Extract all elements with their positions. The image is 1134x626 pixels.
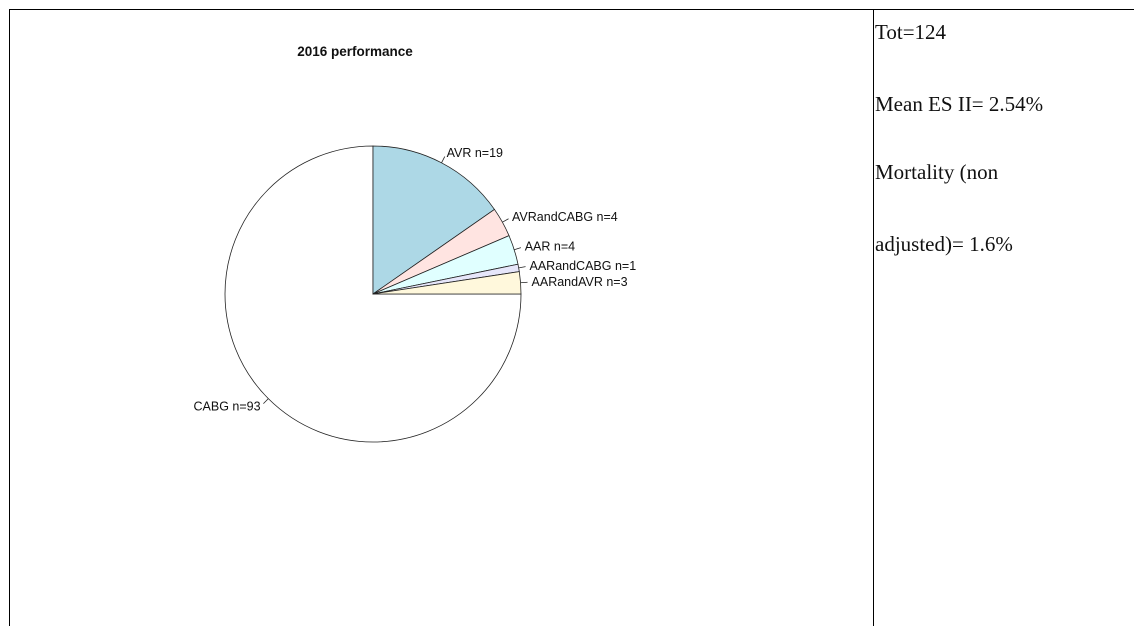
pie-label-0: CABG n=93	[194, 399, 261, 413]
pie-tick-5	[520, 281, 528, 284]
chart-cell	[9, 9, 874, 626]
pie-tick-4	[518, 266, 526, 269]
stats-cell	[874, 9, 1134, 626]
pie-tick-0	[263, 398, 269, 404]
pie-slices	[224, 145, 522, 443]
pie-chart: 2016 performance CABG n=93 AVR n=19 AVRand…	[194, 44, 637, 443]
mortality-stat-line2: adjusted)= 1.6%	[875, 232, 1013, 256]
pie-tick-3	[514, 247, 522, 251]
pie-label-5: AARandAVR n=3	[532, 275, 628, 289]
mortality-stat-line1: Mortality (non	[875, 160, 999, 184]
pie-slice-5	[372, 271, 522, 295]
chart-title: 2016 performance	[297, 44, 413, 59]
pie-label-4: AARandCABG n=1	[530, 259, 637, 273]
total-stat: Tot=124	[875, 20, 947, 44]
pie-tick-1	[441, 156, 446, 164]
pie-label-3: AAR n=4	[525, 239, 575, 253]
mean-es-stat: Mean ES II= 2.54%	[875, 92, 1044, 116]
pie-tick-2	[502, 218, 509, 223]
pie-label-1: AVR n=19	[447, 146, 503, 160]
pie-slice-1	[372, 145, 496, 295]
pie-label-2: AVRandCABG n=4	[512, 210, 618, 224]
pie-labels: CABG n=93 AVR n=19 AVRandCABG n=4 AAR n=4 AA…	[194, 146, 637, 413]
